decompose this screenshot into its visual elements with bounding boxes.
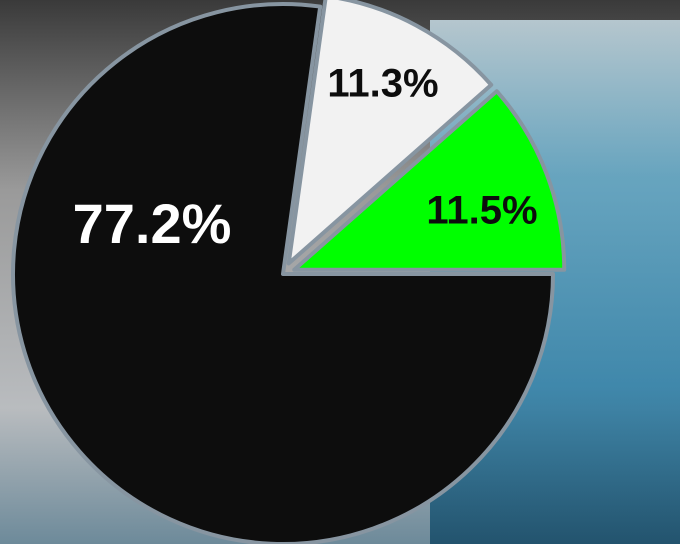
data-label: 11.3% bbox=[327, 62, 438, 106]
pie-slice bbox=[286, 0, 494, 266]
pie-slice bbox=[11, 2, 555, 544]
pie bbox=[11, 0, 567, 544]
data-label: 77.2% bbox=[73, 192, 232, 255]
pie-slice bbox=[292, 89, 567, 272]
data-label: 11.5% bbox=[426, 189, 537, 233]
